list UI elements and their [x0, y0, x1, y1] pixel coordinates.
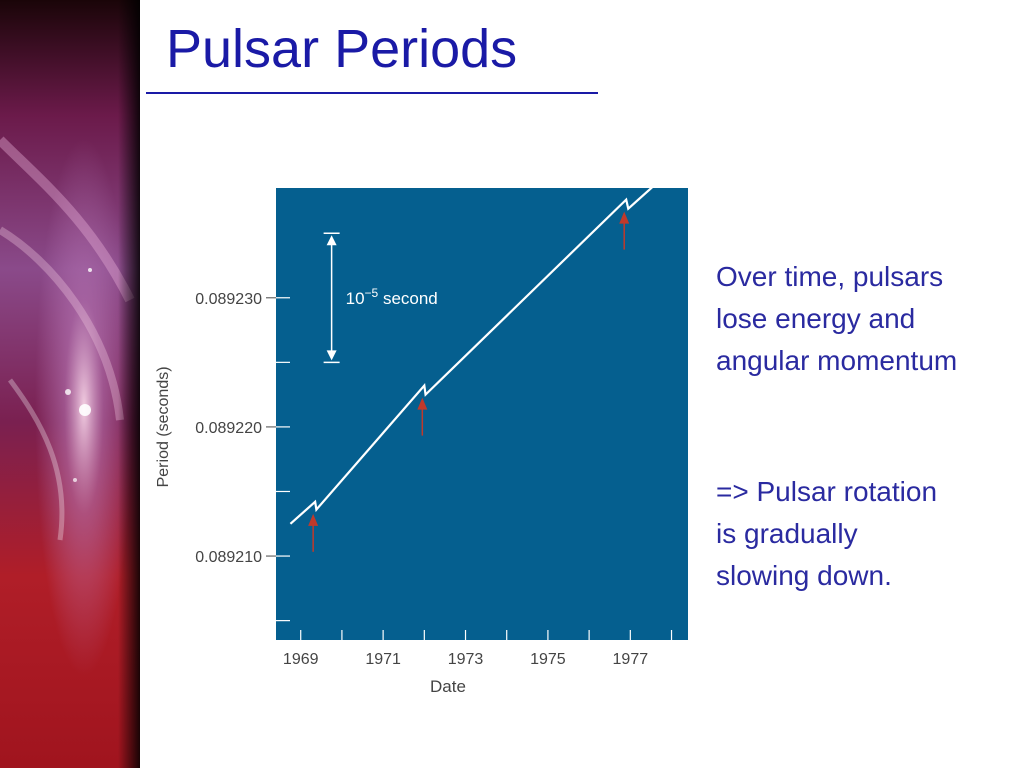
text-line: Over time, pulsars — [716, 261, 944, 292]
pulsar-period-chart: 0.089210 0.089220 0.089230 1969 1971 1973 1975… — [155, 188, 688, 696]
slide-title: Pulsar Periods — [166, 19, 518, 79]
x-tick-label: 1969 — [283, 651, 319, 668]
text-line: => Pulsar rotation — [716, 476, 938, 507]
title-underline — [146, 92, 598, 94]
x-tick-label: 1973 — [448, 651, 484, 668]
scale-bar-arrow-up-icon — [326, 235, 337, 246]
period-series-line — [289, 188, 653, 525]
text-line: lose energy and — [716, 303, 916, 334]
y-tick-label: 0.089210 — [195, 549, 262, 566]
y-tick-label: 0.089230 — [195, 291, 262, 308]
text-line: is gradually — [716, 518, 858, 549]
scale-bar-arrow-down-icon — [326, 350, 337, 361]
x-tick-label: 1975 — [530, 651, 566, 668]
text-block-slowing-down: => Pulsar rotation is gradually slowing … — [716, 471, 937, 597]
text-block-energy-loss: Over time, pulsars lose energy and angul… — [716, 256, 957, 382]
text-line: slowing down. — [716, 560, 892, 591]
y-tick-label: 0.089220 — [195, 420, 262, 437]
nebula-sidebar-image — [0, 0, 140, 768]
y-axis-label: Period (seconds) — [155, 366, 172, 487]
glitch-arrow-icon — [417, 397, 428, 410]
glitch-arrow-icon — [619, 211, 630, 224]
scale-bar-label: 10−5 second — [346, 286, 438, 308]
plot-background — [276, 188, 688, 640]
x-tick-label: 1977 — [613, 651, 649, 668]
x-axis-label: Date — [430, 677, 466, 696]
glitch-arrow-icon — [308, 513, 319, 526]
x-tick-label: 1971 — [365, 651, 401, 668]
text-line: angular momentum — [716, 345, 958, 376]
